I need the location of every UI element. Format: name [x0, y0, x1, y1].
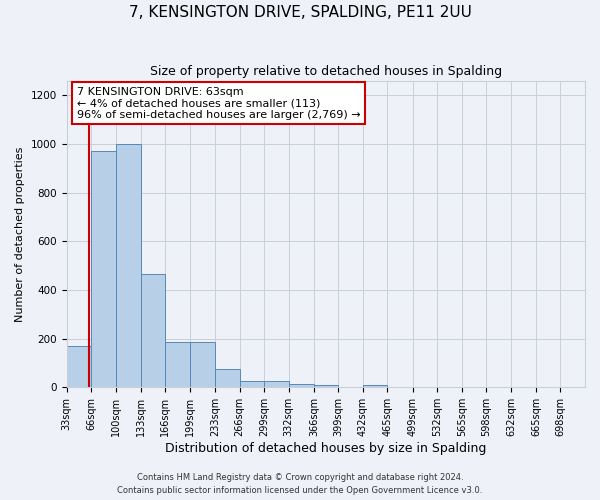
Bar: [67, 346, 91, 388]
Bar: [239, 380, 264, 388]
Bar: [91, 151, 116, 388]
X-axis label: Distribution of detached houses by size in Spalding: Distribution of detached houses by size …: [165, 442, 487, 455]
Bar: [215, 369, 239, 388]
Bar: [289, 384, 314, 388]
Title: Size of property relative to detached houses in Spalding: Size of property relative to detached ho…: [150, 65, 502, 78]
Text: Contains HM Land Registry data © Crown copyright and database right 2024.
Contai: Contains HM Land Registry data © Crown c…: [118, 474, 482, 495]
Bar: [264, 380, 289, 388]
Text: 7, KENSINGTON DRIVE, SPALDING, PE11 2UU: 7, KENSINGTON DRIVE, SPALDING, PE11 2UU: [128, 5, 472, 20]
Text: 7 KENSINGTON DRIVE: 63sqm
← 4% of detached houses are smaller (113)
96% of semi-: 7 KENSINGTON DRIVE: 63sqm ← 4% of detach…: [77, 86, 361, 120]
Bar: [314, 385, 338, 388]
Bar: [116, 144, 141, 388]
Bar: [141, 274, 166, 388]
Bar: [190, 342, 215, 388]
Y-axis label: Number of detached properties: Number of detached properties: [15, 146, 25, 322]
Bar: [363, 385, 388, 388]
Bar: [166, 342, 190, 388]
